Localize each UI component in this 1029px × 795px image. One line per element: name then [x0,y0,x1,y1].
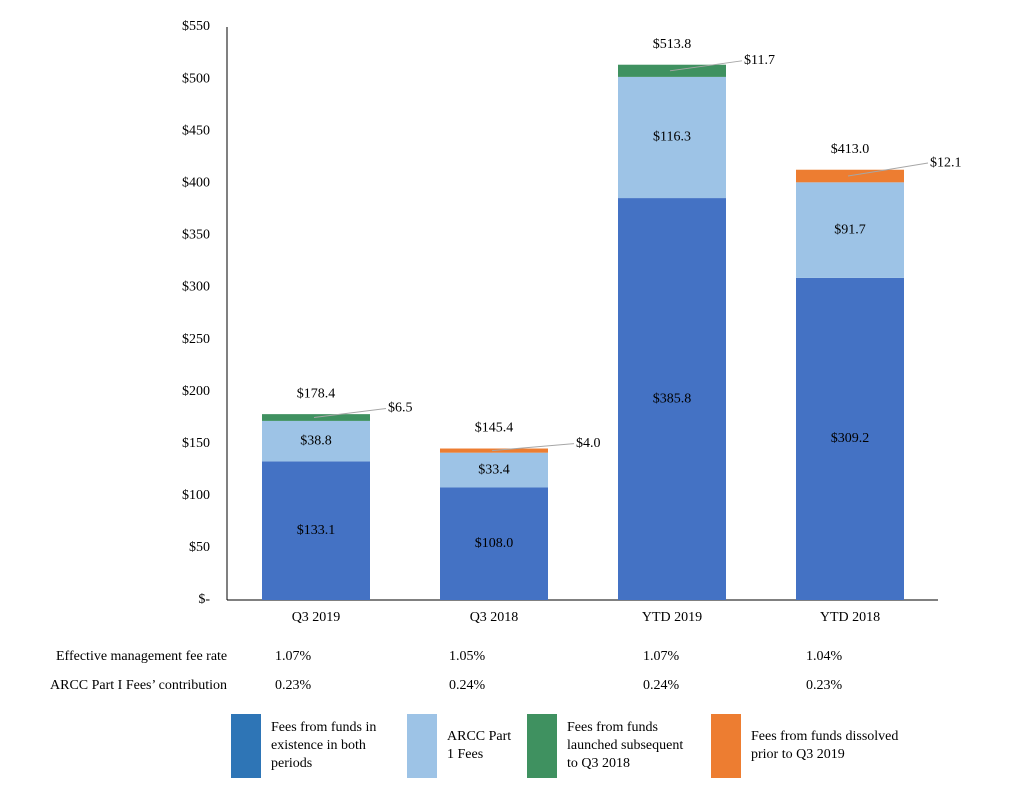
legend-swatch-existing-funds [231,714,261,778]
part1-contribution-ytd-2018: 0.23% [806,678,843,693]
bar-segment [262,420,370,462]
legend-item-dissolved-funds: Fees from funds dissolved prior to Q3 20… [711,714,898,778]
legend-item-existing-funds: Fees from funds in existence in both per… [231,714,376,778]
y-tick-label: $400 [182,175,210,190]
data-label: $116.3 [653,130,691,145]
y-tick-label: $- [198,592,210,607]
legend-swatch-arcc-part1 [407,714,437,778]
leader-line [669,60,743,72]
bar-segment [796,182,904,278]
y-tick-label: $550 [182,19,210,34]
leader-line [491,443,575,452]
y-tick-label: $100 [182,488,210,503]
stacked-bar-chart: $- $50 $100 $150 $200 $250 $300 $350 $400 $450 $50… [182,19,962,625]
fee-rate-ytd-2018: 1.04% [806,649,843,664]
data-label: $6.5 [388,401,413,416]
total-label: $178.4 [297,386,336,401]
part1-contribution-ytd-2019: 0.24% [643,678,680,693]
data-label: $309.2 [831,431,870,446]
bar-segment [618,198,726,601]
bars [262,64,904,601]
y-tick-label: $200 [182,384,210,399]
x-tick-label: YTD 2018 [820,610,880,625]
legend-swatch-launched-funds [527,714,557,778]
y-tick-label: $350 [182,228,210,243]
axes: $- $50 $100 $150 $200 $250 $300 $350 $400 $450 $50… [182,19,938,625]
fee-rate-q3-2019: 1.07% [275,649,312,664]
y-tick-label: $250 [182,332,210,347]
legend-text-launched-funds: Fees from funds launched subsequent to Q… [567,720,684,771]
legend-text-arcc-part1: ARCC Part 1 Fees [447,729,512,762]
y-tick-label: $150 [182,436,210,451]
bar-segment [262,461,370,600]
total-label: $413.0 [831,142,870,157]
data-label: $38.8 [300,433,332,448]
bar-segment [440,452,548,488]
leader-line [847,162,929,177]
data-labels: $133.1 $38.8 $6.5 $178.4 $108.0 $33.4 $4.0 $145… [297,37,962,551]
y-tick-label: $300 [182,280,210,295]
legend-item-arcc-part1: ARCC Part 1 Fees [407,714,511,778]
fee-rate-ytd-2019: 1.07% [643,649,680,664]
part1-contribution-q3-2019: 0.23% [275,678,312,693]
metric-label-part1-contribution: ARCC Part I Fees’ contribution [50,678,228,693]
bar-segment [618,76,726,199]
legend-swatch-dissolved-funds [711,714,741,778]
data-label: $4.0 [576,436,601,451]
y-tick-label: $500 [182,71,210,86]
total-label: $513.8 [653,37,692,52]
x-tick-label: YTD 2019 [642,610,702,625]
bar-segment [440,487,548,600]
legend-text-existing-funds: Fees from funds in existence in both per… [271,720,377,771]
data-label: $385.8 [653,391,692,406]
data-label: $108.0 [475,536,514,551]
y-tick-label: $50 [189,540,210,555]
legend-text-dissolved-funds: Fees from funds dissolved prior to Q3 20… [751,729,899,762]
data-label: $91.7 [834,222,866,237]
data-label: $11.7 [744,53,775,68]
x-tick-label: Q3 2019 [292,610,341,625]
x-tick-label: Q3 2018 [470,610,519,625]
total-label: $145.4 [475,421,514,436]
part1-contribution-q3-2018: 0.24% [449,678,486,693]
y-tick-label: $450 [182,123,210,138]
legend-item-launched-funds: Fees from funds launched subsequent to Q… [527,714,683,778]
leader-line [313,408,387,419]
fee-rate-q3-2018: 1.05% [449,649,486,664]
data-label: $33.4 [478,462,510,477]
bar-segment [796,277,904,600]
metric-label-fee-rate: Effective management fee rate [56,649,228,664]
data-label: $133.1 [297,523,336,538]
data-label: $12.1 [930,155,962,170]
